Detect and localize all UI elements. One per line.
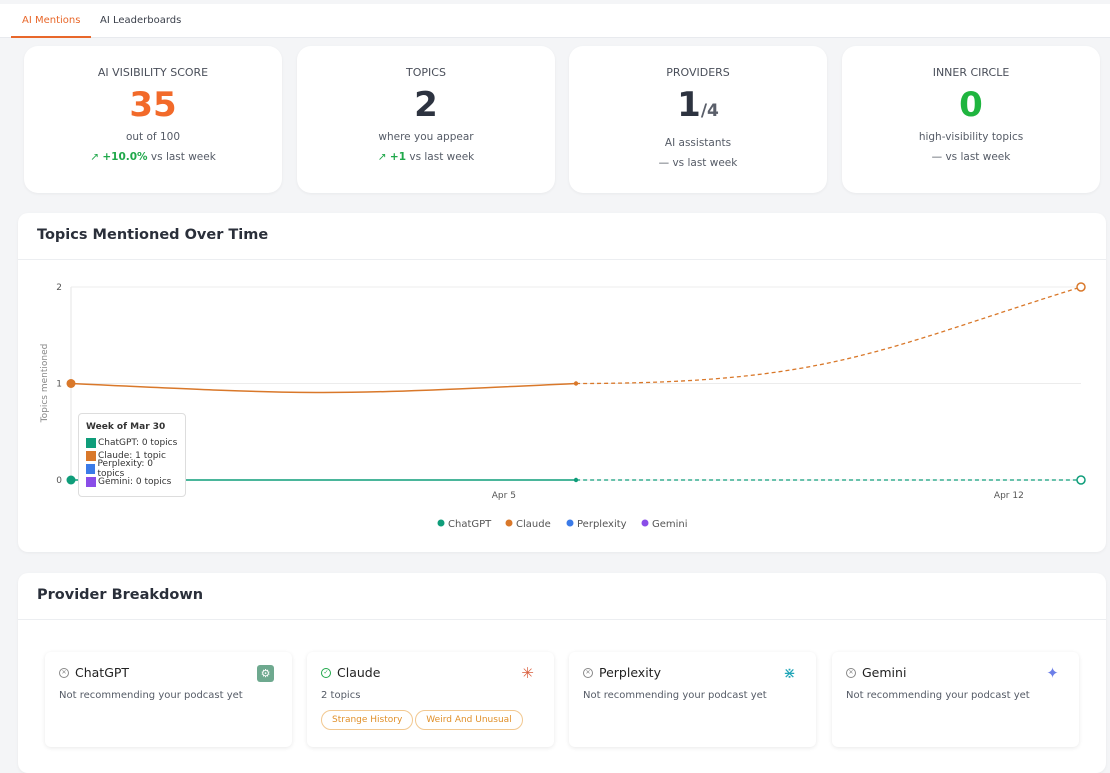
stat-change: ↗ +10.0% vs last week: [90, 151, 216, 163]
provider-name: Perplexity: [599, 665, 661, 680]
stat-label: INNER CIRCLE: [932, 66, 1010, 79]
provider-card-chatgpt[interactable]: ✕ ChatGPT Not recommending your podcast y…: [45, 652, 292, 747]
trend-up-icon: ↗: [377, 151, 387, 163]
provider-breakdown-title: Provider Breakdown: [18, 573, 1106, 620]
stat-value: 2: [414, 85, 438, 125]
tooltip-title: Week of Mar 30: [86, 422, 166, 432]
x-circle-icon: ✕: [59, 667, 69, 678]
check-circle-icon: ✓: [321, 667, 331, 678]
stat-change: — vs last week: [658, 157, 738, 169]
stat-card-topics: TOPICS 2 where you appear ↗ +1 vs last w…: [297, 46, 555, 193]
topic-chip[interactable]: Strange History: [321, 710, 414, 730]
tooltip-row: Perplexity: 0 topics: [86, 459, 178, 479]
gemini-logo-icon: ✦: [1046, 664, 1059, 682]
stat-value: 0: [959, 85, 983, 125]
stat-sub: high-visibility topics: [918, 131, 1024, 143]
stat-label: PROVIDERS: [666, 66, 730, 79]
chart-tooltip: Week of Mar 30 ChatGPT: 0 topics Claude:…: [78, 413, 186, 497]
tooltip-row: Gemini: 0 topics: [86, 475, 178, 488]
tab-ai-mentions[interactable]: AI Mentions: [11, 4, 92, 38]
stat-change: ↗ +1 vs last week: [377, 151, 475, 163]
x-circle-icon: ✕: [583, 667, 593, 678]
stat-card-inner-circle: INNER CIRCLE 0 high-visibility topics — …: [842, 46, 1100, 193]
tooltip-row: Claude: 1 topic: [86, 449, 178, 462]
stat-label: AI VISIBILITY SCORE: [97, 66, 209, 79]
swatch-icon: [86, 463, 96, 474]
provider-description: Not recommending your podcast yet: [846, 690, 1030, 701]
chart-title: Topics Mentioned Over Time: [18, 213, 1106, 260]
stat-sub: AI assistants: [664, 137, 732, 149]
provider-name: Claude: [337, 665, 381, 680]
provider-name: Gemini: [862, 665, 907, 680]
stat-sub: where you appear: [378, 131, 474, 143]
stat-value: 35: [129, 85, 177, 125]
tab-ai-leaderboards[interactable]: AI Leaderboards: [100, 15, 182, 26]
stat-card-visibility-score: AI VISIBILITY SCORE 35 out of 100 ↗ +10.…: [24, 46, 282, 193]
tooltip-row: ChatGPT: 0 topics: [86, 436, 178, 449]
claude-logo-icon: ✳: [521, 664, 534, 682]
swatch-icon: [86, 476, 96, 487]
provider-description: Not recommending your podcast yet: [583, 690, 767, 701]
perplexity-logo-icon: ⋇: [783, 664, 796, 682]
stat-label: TOPICS: [406, 66, 446, 79]
provider-description: 2 topics: [321, 690, 361, 701]
x-circle-icon: ✕: [846, 667, 856, 678]
provider-card-claude[interactable]: ✓ Claude 2 topics Strange History Weird An…: [307, 652, 554, 747]
tab-bar: AI Mentions AI Leaderboards: [0, 4, 1110, 38]
swatch-icon: [86, 450, 96, 461]
provider-card-gemini[interactable]: ✕ Gemini Not recommending your podcast ye…: [832, 652, 1079, 747]
swatch-icon: [86, 437, 96, 448]
chart-panel: Topics Mentioned Over Time: [18, 213, 1106, 552]
topic-chip[interactable]: Weird And Unusual: [415, 710, 523, 730]
provider-name: ChatGPT: [75, 665, 130, 680]
stat-card-providers: PROVIDERS 1/4 AI assistants — vs last we…: [569, 46, 827, 193]
trend-up-icon: ↗: [90, 151, 99, 163]
provider-card-perplexity[interactable]: ✕ Perplexity Not recommending your podcas…: [569, 652, 816, 747]
chatgpt-logo-icon: ⚙: [257, 665, 274, 682]
stat-sub: out of 100: [125, 131, 181, 143]
provider-description: Not recommending your podcast yet: [59, 690, 243, 701]
provider-breakdown-panel: Provider Breakdown ✕ ChatGPT Not recommen…: [18, 573, 1106, 773]
stat-value: 1/4: [677, 85, 719, 125]
stat-change: — vs last week: [931, 151, 1011, 163]
